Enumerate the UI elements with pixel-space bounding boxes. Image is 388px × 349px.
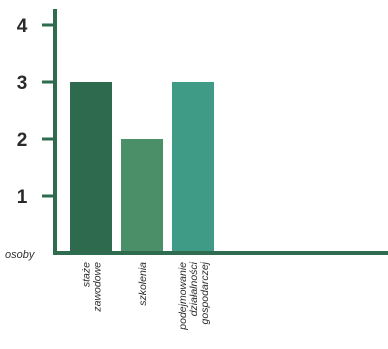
x-tick-label-line: działalności [188,261,200,316]
x-tick-label-line: podejmowanie [177,262,189,331]
bar-1 [70,82,112,253]
y-tick-label: 3 [17,73,28,94]
x-tick-label-3: podejmowanie działalności gospodarczej [177,261,211,330]
y-tick-label: 2 [17,130,28,151]
y-tick-label: 1 [17,187,28,208]
bars [70,82,214,253]
y-axis-unit-label: osoby [5,249,36,261]
x-tick-labels: staże zawodowe szkolenia podejmowanie działa… [81,261,212,330]
x-tick-label-line: gospodarczej [199,261,211,324]
bar-3 [172,82,214,253]
x-tick-label-1: staże zawodowe [81,262,104,313]
y-ticks: 1 2 3 4 [17,16,55,208]
x-tick-label-line: staże [81,262,93,287]
y-tick-label: 4 [17,16,28,37]
x-tick-label-2: szkolenia [137,262,149,306]
x-tick-label-line: zawodowe [92,262,104,313]
bar-2 [121,139,163,253]
x-tick-label-line: szkolenia [137,262,149,306]
